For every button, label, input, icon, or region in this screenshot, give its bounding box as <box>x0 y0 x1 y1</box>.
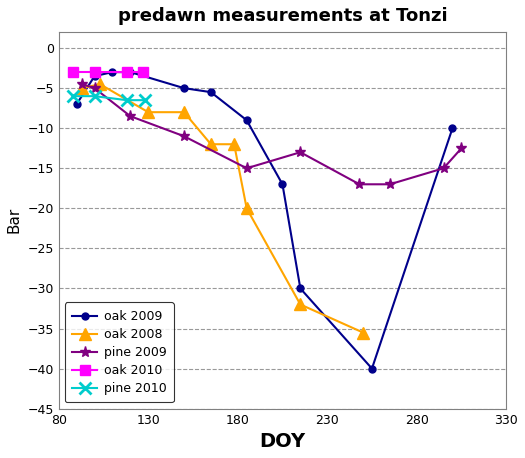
oak 2008 <box>145 109 151 115</box>
oak 2009 <box>244 117 250 123</box>
oak 2009 <box>127 69 133 75</box>
Line: oak 2008: oak 2008 <box>77 79 369 338</box>
oak 2010 <box>140 69 146 75</box>
pine 2009 <box>79 82 85 87</box>
oak 2009 <box>449 125 456 131</box>
oak 2008 <box>181 109 187 115</box>
X-axis label: DOY: DOY <box>259 432 306 451</box>
oak 2009 <box>109 69 116 75</box>
oak 2009 <box>208 89 214 95</box>
oak 2009 <box>369 366 375 371</box>
Title: predawn measurements at Tonzi: predawn measurements at Tonzi <box>118 7 447 25</box>
oak 2008 <box>231 142 237 147</box>
oak 2010 <box>91 69 98 75</box>
pine 2009 <box>127 114 133 119</box>
pine 2010 <box>142 98 148 103</box>
pine 2009 <box>356 181 363 187</box>
oak 2008 <box>97 82 103 87</box>
pine 2009 <box>244 165 250 171</box>
pine 2009 <box>458 146 465 151</box>
oak 2010 <box>123 69 130 75</box>
oak 2009 <box>74 101 80 107</box>
Legend: oak 2009, oak 2008, pine 2009, oak 2010, pine 2010: oak 2009, oak 2008, pine 2009, oak 2010,… <box>65 302 174 403</box>
oak 2009 <box>279 181 286 187</box>
pine 2009 <box>181 133 187 139</box>
pine 2010 <box>70 93 76 99</box>
oak 2008 <box>244 206 250 211</box>
pine 2009 <box>91 85 98 91</box>
pine 2009 <box>387 181 393 187</box>
oak 2008 <box>208 142 214 147</box>
oak 2010 <box>70 69 76 75</box>
pine 2009 <box>297 149 303 155</box>
Line: oak 2010: oak 2010 <box>68 67 148 77</box>
pine 2009 <box>440 165 447 171</box>
oak 2009 <box>181 85 187 91</box>
Line: oak 2009: oak 2009 <box>73 69 456 372</box>
oak 2008 <box>297 302 303 307</box>
pine 2010 <box>91 93 98 99</box>
pine 2010 <box>123 98 130 103</box>
Y-axis label: Bar: Bar <box>7 207 22 234</box>
Line: pine 2010: pine 2010 <box>68 91 150 106</box>
oak 2009 <box>297 286 303 291</box>
oak 2008 <box>360 330 366 335</box>
Line: pine 2009: pine 2009 <box>77 79 467 190</box>
oak 2008 <box>79 85 85 91</box>
oak 2009 <box>91 73 98 79</box>
